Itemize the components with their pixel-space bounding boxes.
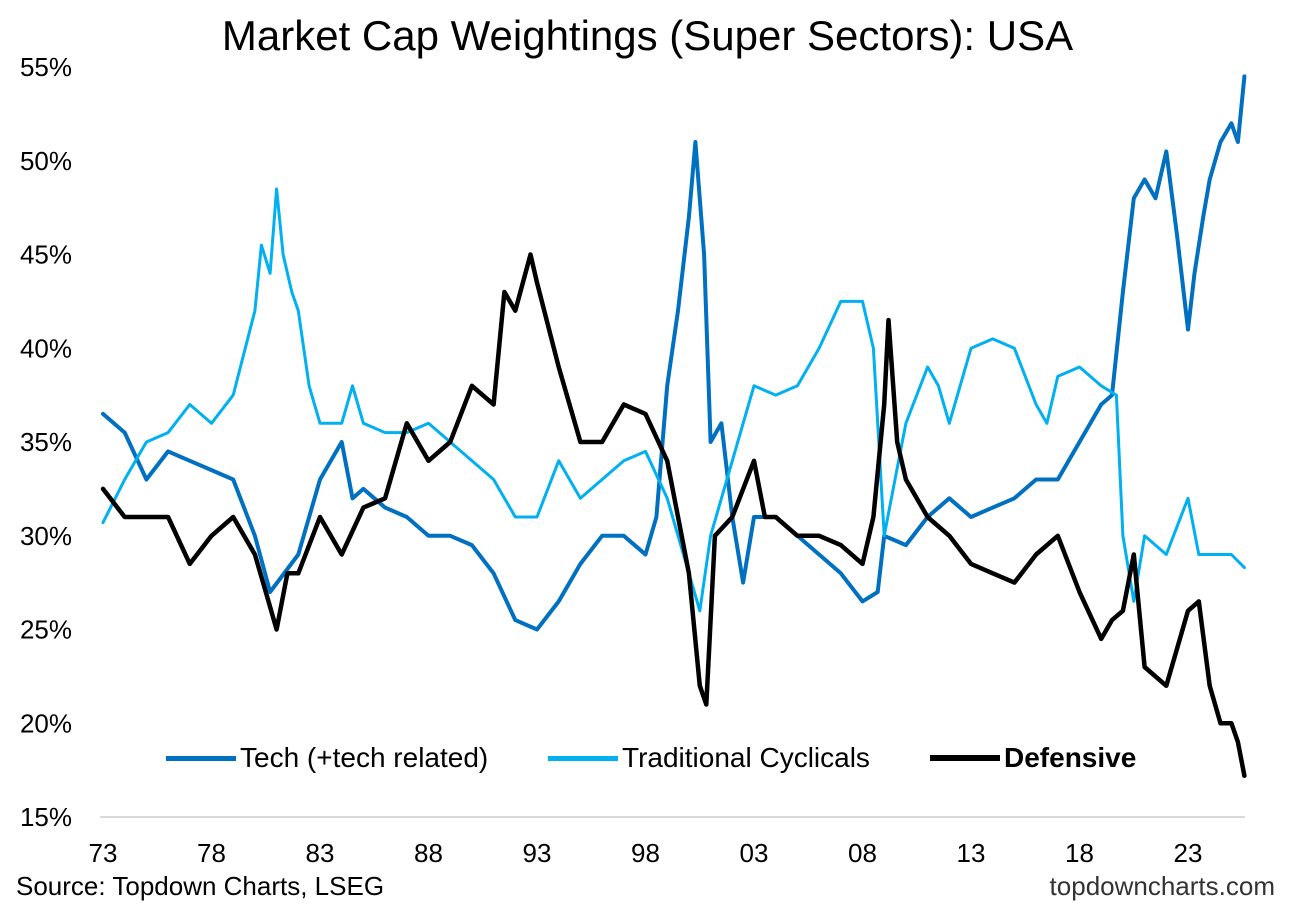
- legend-item-cyclicals: Traditional Cyclicals: [548, 742, 870, 774]
- x-tick-label: 98: [631, 838, 660, 868]
- x-tick-label: 83: [306, 838, 335, 868]
- y-tick-label: 50%: [20, 146, 72, 176]
- legend-label-tech: Tech (+tech related): [240, 742, 489, 773]
- y-tick-label: 25%: [20, 615, 72, 645]
- x-tick-label: 08: [848, 838, 877, 868]
- legend-label-cyclicals: Traditional Cyclicals: [622, 742, 870, 773]
- x-tick-label: 78: [197, 838, 226, 868]
- y-tick-label: 20%: [20, 708, 72, 738]
- x-tick-label: 23: [1174, 838, 1203, 868]
- legend-item-tech: Tech (+tech related): [166, 742, 488, 774]
- x-tick-label: 93: [523, 838, 552, 868]
- y-tick-label: 45%: [20, 240, 72, 270]
- y-tick-label: 55%: [20, 52, 72, 82]
- x-tick-label: 03: [740, 838, 769, 868]
- y-tick-label: 35%: [20, 427, 72, 457]
- series-line-traditional-cyclicals: [101, 187, 1246, 613]
- source-note: Source: Topdown Charts, LSEG: [16, 871, 385, 901]
- brand-url: topdowncharts.com: [1049, 871, 1275, 901]
- legend-item-defensive: Defensive: [930, 742, 1136, 774]
- chart-title: Market Cap Weightings (Super Sectors): U…: [221, 12, 1074, 59]
- x-tick-label: 13: [957, 838, 986, 868]
- legend-swatch-tech: [166, 755, 236, 761]
- y-tick-label: 15%: [20, 802, 72, 832]
- legend-label-defensive: Defensive: [1004, 742, 1137, 773]
- legend-swatch-cyclicals: [548, 755, 618, 761]
- x-tick-label: 73: [89, 838, 118, 868]
- y-tick-label: 40%: [20, 333, 72, 363]
- x-tick-label: 18: [1065, 838, 1094, 868]
- x-tick-label: 88: [414, 838, 443, 868]
- series-line-defensive: [100, 252, 1247, 779]
- series-line-tech-tech-related: [101, 74, 1247, 632]
- legend-swatch-defensive: [930, 755, 1000, 761]
- y-tick-label: 30%: [20, 521, 72, 551]
